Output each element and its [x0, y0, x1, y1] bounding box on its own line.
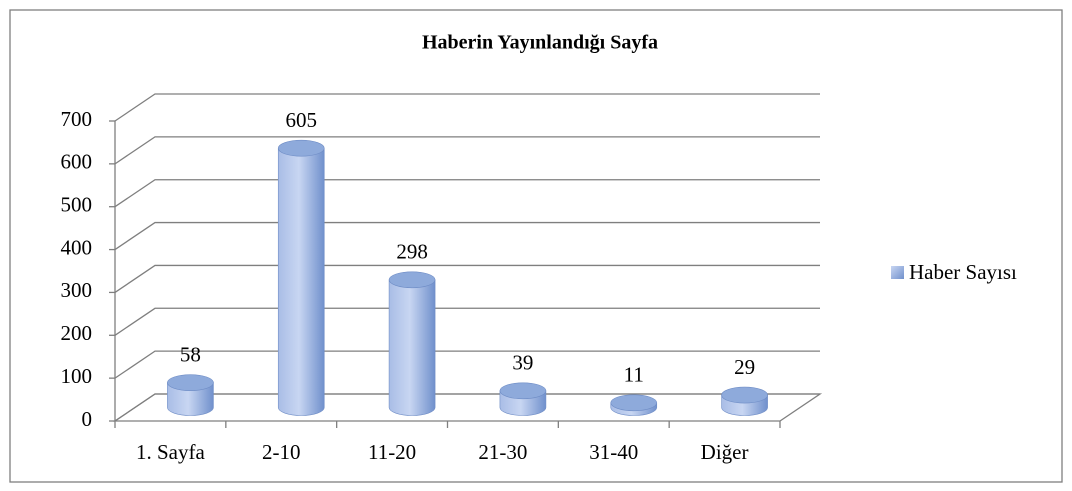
x-tick-label: 31-40 — [589, 440, 638, 464]
bar-body — [167, 382, 214, 416]
y-tick-label: 200 — [61, 321, 93, 345]
bar — [277, 139, 325, 416]
x-tick-label: 2-10 — [262, 440, 301, 464]
data-label: 39 — [512, 351, 533, 375]
bar — [167, 374, 214, 416]
bar — [388, 271, 436, 416]
legend-label: Haber Sayısı — [909, 260, 1017, 284]
bar — [499, 382, 547, 416]
grid-line — [114, 179, 820, 208]
bar-top — [388, 271, 436, 289]
y-tick-label: 600 — [61, 150, 93, 174]
x-tick-label: 1. Sayfa — [136, 440, 205, 464]
y-tick-label: 700 — [61, 107, 93, 131]
bar — [610, 394, 658, 416]
grid-line — [114, 264, 820, 293]
grid-line — [114, 221, 820, 251]
bar-body — [388, 279, 436, 416]
y-tick-label: 300 — [61, 278, 93, 302]
grid-line — [114, 350, 820, 379]
y-tick-label: 0 — [82, 407, 93, 431]
bar-top — [277, 139, 325, 157]
data-label: 298 — [396, 240, 428, 264]
legend-swatch — [891, 266, 904, 279]
grid-line — [114, 93, 820, 122]
x-tick-label: 11-20 — [368, 440, 416, 464]
y-tick-label: 400 — [61, 235, 93, 259]
x-tick-label: Diğer — [701, 440, 749, 464]
grid-line — [114, 136, 820, 165]
y-tick-label: 100 — [61, 364, 93, 388]
bar-body — [277, 147, 325, 416]
data-label: 29 — [734, 355, 755, 379]
floor — [112, 393, 823, 422]
grid-line — [114, 307, 820, 336]
bar-top — [499, 382, 547, 400]
data-label: 58 — [180, 342, 201, 366]
x-tick-label: 21-30 — [478, 440, 527, 464]
y-tick-label: 500 — [61, 193, 93, 217]
bar-top — [610, 394, 658, 412]
data-label: 11 — [624, 363, 644, 387]
bar-top — [721, 386, 768, 404]
bar — [721, 386, 768, 416]
data-label: 605 — [286, 108, 318, 132]
grid-line — [114, 393, 820, 422]
chart-title: Haberin Yayınlandığı Sayfa — [422, 32, 658, 54]
bar-top — [167, 374, 214, 391]
